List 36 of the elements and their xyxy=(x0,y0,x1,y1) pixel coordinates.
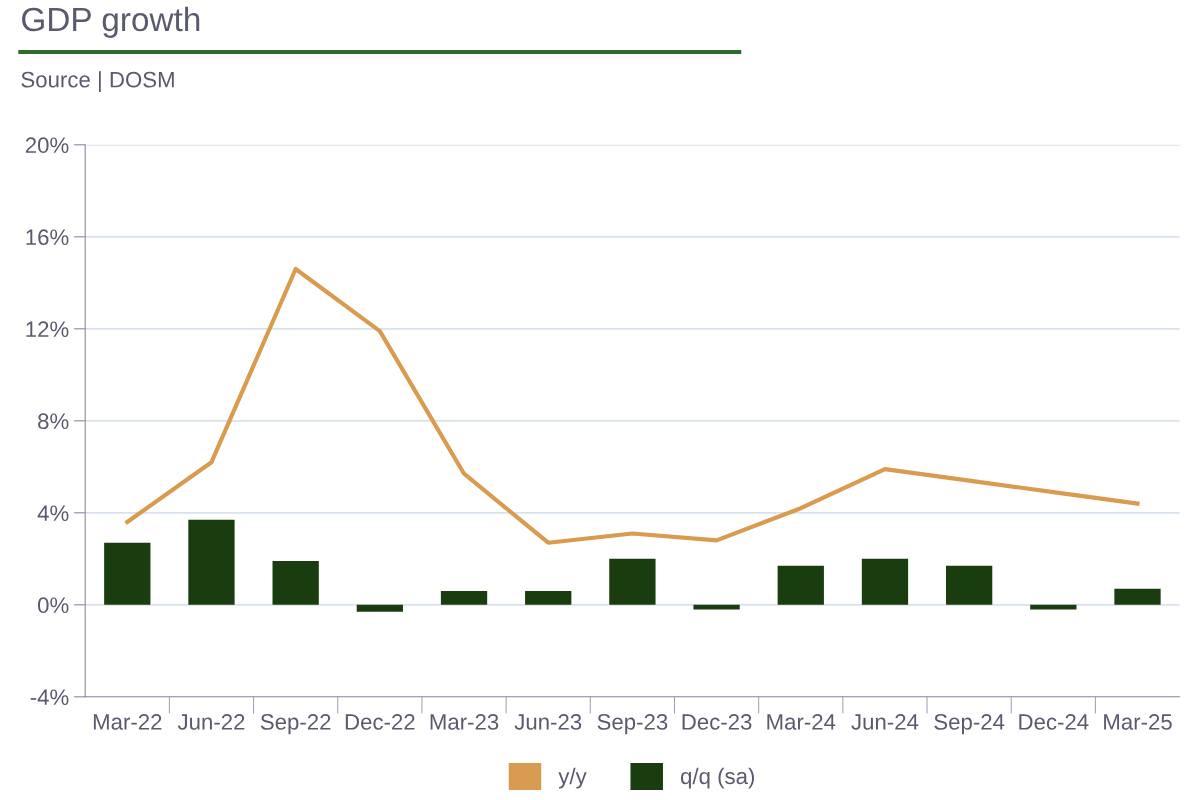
chart-title: GDP growth xyxy=(22,6,200,38)
bar xyxy=(1114,588,1161,605)
bar xyxy=(272,561,319,605)
x-tick-label: Jun-24 xyxy=(851,714,919,730)
bar xyxy=(777,565,824,605)
y-tick-label: -4% xyxy=(30,689,69,705)
x-tick-label: Jun-22 xyxy=(177,714,245,730)
y-tick-label: 16% xyxy=(26,229,69,246)
y-tick-label: 0% xyxy=(37,597,69,614)
x-tick-label: Mar-24 xyxy=(767,714,836,730)
y-tick-label: 8% xyxy=(38,413,69,430)
x-tick-label: Dec-22 xyxy=(345,714,415,730)
y-tick-label: 20% xyxy=(25,137,69,154)
bar xyxy=(440,591,488,605)
chart-subtitle: Source | DOSM xyxy=(21,71,174,93)
x-tick-label: Dec-24 xyxy=(1019,714,1089,730)
bar xyxy=(525,591,572,605)
x-tick-label: Mar-25 xyxy=(1104,714,1172,730)
legend-label: y/y xyxy=(558,767,587,789)
x-tick-label: Dec-23 xyxy=(682,714,752,730)
bar xyxy=(104,542,151,605)
bar xyxy=(609,558,656,605)
bar xyxy=(945,565,993,605)
line-series xyxy=(125,266,1140,545)
x-tick-label: Sep-23 xyxy=(597,714,668,735)
legend-label: q/q (sa) xyxy=(680,767,754,789)
y-tick-label: 12% xyxy=(26,321,69,337)
x-tick-label: Jun-23 xyxy=(514,714,582,730)
bar xyxy=(356,604,403,612)
x-tick-label: Mar-22 xyxy=(93,714,162,730)
y-tick-label: 4% xyxy=(37,505,69,521)
x-tick-label: Sep-24 xyxy=(934,714,1005,735)
x-tick-label: Sep-22 xyxy=(260,714,331,735)
x-tick-label: Mar-23 xyxy=(430,714,499,730)
bar xyxy=(861,558,909,605)
bar xyxy=(188,519,235,605)
